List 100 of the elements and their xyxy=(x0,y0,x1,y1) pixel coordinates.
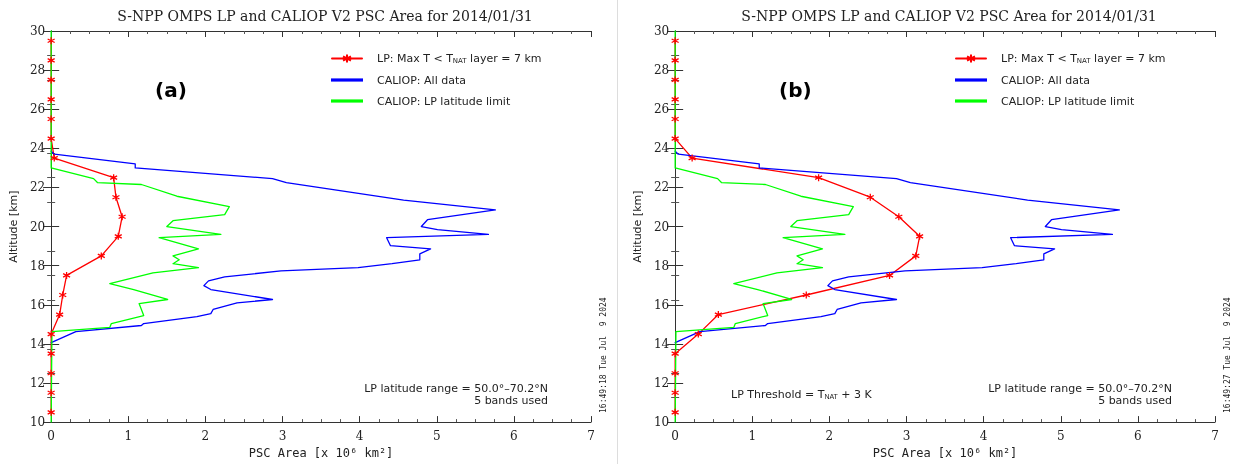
x-tick-label: 0 xyxy=(671,429,679,444)
y-tick-label: 26 xyxy=(29,102,46,117)
x-tick-label: 4 xyxy=(979,429,988,444)
text: 16:49:27 Tue Jul 9 2024 xyxy=(1222,297,1232,413)
chart-title: S-NPP OMPS LP and CALIOP V2 PSC Area for 2014/01/31 xyxy=(741,8,1157,24)
point xyxy=(55,310,64,319)
point xyxy=(47,369,56,378)
x-tick-label: 4 xyxy=(355,429,364,444)
point xyxy=(114,232,123,241)
y-tick-label: 10 xyxy=(29,415,46,430)
y-tick-label: 12 xyxy=(653,375,670,390)
point xyxy=(47,388,56,397)
y-tick-label: 28 xyxy=(29,63,46,78)
y-tick-label: 24 xyxy=(653,141,670,156)
y-tick-label: 10 xyxy=(653,415,670,430)
chart-title: S-NPP OMPS LP and CALIOP V2 PSC Area for 2014/01/31 xyxy=(117,8,533,24)
point xyxy=(117,212,127,221)
x-tick-label: 2 xyxy=(201,429,210,444)
point xyxy=(915,232,924,241)
line-series xyxy=(50,150,497,344)
point xyxy=(671,36,680,45)
line-series xyxy=(50,30,230,423)
point xyxy=(814,173,823,182)
x-tick-label: 3 xyxy=(902,429,911,444)
annotation: (a) xyxy=(155,78,187,102)
annotation: 5 bands used xyxy=(474,393,548,407)
point xyxy=(47,408,56,417)
annotation: 5 bands used xyxy=(1098,393,1172,407)
y-axis-title: Altitude [km] xyxy=(7,190,20,263)
y-tick-label: 20 xyxy=(653,219,670,234)
x-tick-label: 6 xyxy=(1134,429,1142,444)
y-tick-label: 16 xyxy=(29,297,46,312)
y-tick-label: 14 xyxy=(29,336,46,351)
y-tick-label: 14 xyxy=(653,336,670,351)
point xyxy=(671,134,680,143)
point xyxy=(109,173,118,182)
point xyxy=(97,251,106,261)
point xyxy=(885,271,894,280)
y-axis-title: Altitude [km] xyxy=(631,190,644,263)
y-tick-label: 28 xyxy=(653,63,670,78)
legend-label: CALIOP: All data xyxy=(377,73,466,87)
y-tick-label: 18 xyxy=(653,258,670,273)
point xyxy=(802,290,811,300)
legend-label: CALIOP: LP latitude limit xyxy=(1001,94,1135,108)
x-tick-label: 5 xyxy=(432,429,441,444)
x-axis-title: PSC Area [x 10⁶ km²] xyxy=(872,446,1018,460)
line-series xyxy=(674,30,854,423)
point xyxy=(671,114,680,124)
point xyxy=(50,153,59,163)
x-tick-label: 6 xyxy=(510,429,518,444)
y-tick-label: 20 xyxy=(29,219,46,234)
y-tick-label: 24 xyxy=(29,141,46,156)
point xyxy=(894,212,903,221)
point xyxy=(47,134,56,143)
legend-label: CALIOP: All data xyxy=(1001,73,1090,87)
point xyxy=(694,329,703,339)
x-tick-label: 2 xyxy=(825,429,834,444)
point xyxy=(47,114,56,124)
point xyxy=(714,310,723,319)
x-axis-title: PSC Area [x 10⁶ km²] xyxy=(248,446,394,460)
point xyxy=(47,56,56,65)
point xyxy=(47,349,56,358)
point xyxy=(62,271,71,280)
point xyxy=(671,75,680,85)
x-tick-label: 1 xyxy=(124,429,133,444)
y-tick-label: 18 xyxy=(29,258,46,273)
point xyxy=(671,349,680,358)
y-tick-label: 22 xyxy=(653,180,670,195)
x-tick-label: 3 xyxy=(278,429,287,444)
x-tick-label: 1 xyxy=(748,429,757,444)
point xyxy=(671,56,680,65)
point xyxy=(911,251,920,261)
y-tick-label: 26 xyxy=(653,102,670,117)
annotation: LP latitude range = 50.0°–70.2°N xyxy=(988,381,1172,395)
text: 16:49:18 Tue Jul 9 2024 xyxy=(598,297,608,413)
point xyxy=(671,408,680,417)
point xyxy=(671,369,680,378)
x-tick-label: 0 xyxy=(47,429,55,444)
y-tick-label: 30 xyxy=(653,24,670,38)
y-tick-label: 16 xyxy=(653,297,670,312)
point xyxy=(47,36,56,45)
line-series xyxy=(674,150,1121,344)
point xyxy=(866,193,875,202)
x-tick-label: 5 xyxy=(1056,429,1065,444)
annotation: (b) xyxy=(779,78,812,102)
point xyxy=(671,388,680,397)
x-tick-label: 7 xyxy=(1211,429,1219,444)
point xyxy=(47,95,56,104)
legend-label: CALIOP: LP latitude limit xyxy=(377,94,511,108)
point xyxy=(47,75,56,85)
annotation: LP latitude range = 50.0°–70.2°N xyxy=(364,381,548,395)
y-tick-label: 30 xyxy=(29,24,46,38)
x-tick-label: 7 xyxy=(587,429,595,444)
point xyxy=(111,193,121,202)
point xyxy=(671,95,680,104)
y-tick-label: 12 xyxy=(29,375,46,390)
point xyxy=(687,153,697,163)
y-tick-label: 22 xyxy=(29,180,46,195)
point xyxy=(58,290,67,300)
point xyxy=(47,329,56,339)
